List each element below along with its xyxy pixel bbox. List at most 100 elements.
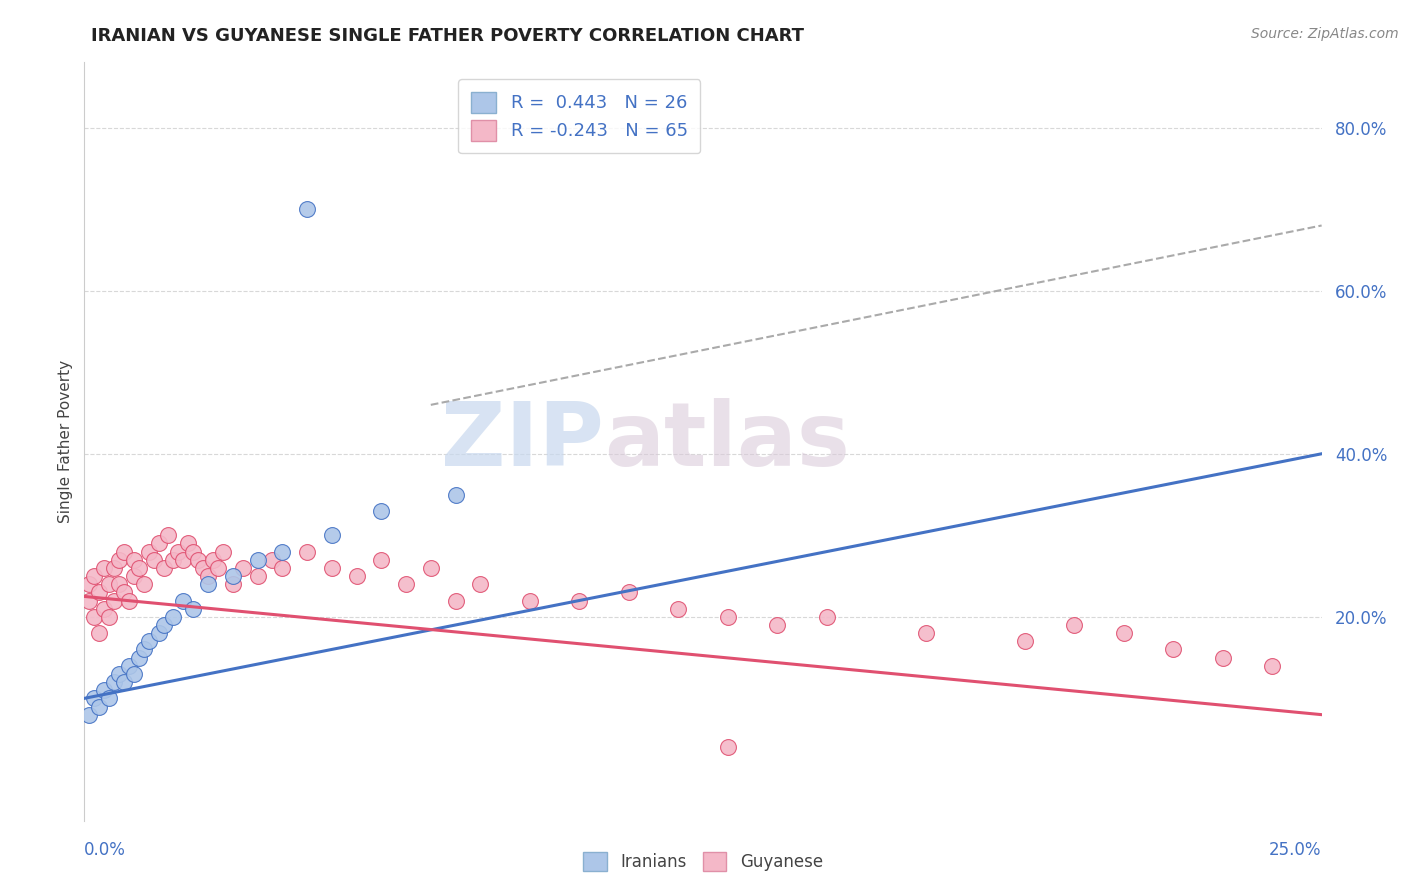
Point bbox=[321, 561, 343, 575]
Point bbox=[162, 610, 184, 624]
Point bbox=[112, 585, 135, 599]
Point bbox=[128, 561, 150, 575]
Point bbox=[295, 544, 318, 558]
Point bbox=[246, 553, 269, 567]
Point bbox=[568, 593, 591, 607]
Point bbox=[1212, 650, 1234, 665]
Point bbox=[191, 561, 214, 575]
Text: 0.0%: 0.0% bbox=[84, 841, 127, 859]
Point bbox=[148, 626, 170, 640]
Point bbox=[271, 561, 294, 575]
Point bbox=[321, 528, 343, 542]
Point bbox=[79, 707, 101, 722]
Point bbox=[1261, 658, 1284, 673]
Point bbox=[187, 553, 209, 567]
Point bbox=[83, 691, 105, 706]
Point bbox=[122, 553, 145, 567]
Point bbox=[157, 528, 180, 542]
Point bbox=[112, 544, 135, 558]
Point bbox=[207, 561, 229, 575]
Point bbox=[108, 666, 131, 681]
Point bbox=[172, 553, 194, 567]
Point bbox=[346, 569, 368, 583]
Point bbox=[395, 577, 418, 591]
Point bbox=[419, 561, 441, 575]
Point bbox=[93, 561, 115, 575]
Point bbox=[138, 544, 160, 558]
Point bbox=[181, 601, 204, 615]
Point bbox=[103, 561, 125, 575]
Point bbox=[815, 610, 838, 624]
Point bbox=[177, 536, 200, 550]
Point bbox=[172, 593, 194, 607]
Point bbox=[103, 593, 125, 607]
Point bbox=[232, 561, 254, 575]
Point bbox=[93, 683, 115, 698]
Point bbox=[197, 569, 219, 583]
Point bbox=[162, 553, 184, 567]
Point bbox=[152, 618, 174, 632]
Point bbox=[444, 487, 467, 501]
Text: atlas: atlas bbox=[605, 398, 849, 485]
Legend: R =  0.443   N = 26, R = -0.243   N = 65: R = 0.443 N = 26, R = -0.243 N = 65 bbox=[458, 79, 700, 153]
Point bbox=[617, 585, 640, 599]
Point bbox=[79, 577, 101, 591]
Point bbox=[167, 544, 190, 558]
Point bbox=[1161, 642, 1184, 657]
Point bbox=[98, 610, 121, 624]
Point bbox=[212, 544, 235, 558]
Point bbox=[519, 593, 541, 607]
Y-axis label: Single Father Poverty: Single Father Poverty bbox=[58, 360, 73, 523]
Point bbox=[444, 593, 467, 607]
Point bbox=[766, 618, 789, 632]
Point bbox=[89, 699, 111, 714]
Point bbox=[132, 577, 155, 591]
Point bbox=[122, 569, 145, 583]
Point bbox=[79, 593, 101, 607]
Point bbox=[142, 553, 165, 567]
Point bbox=[118, 593, 141, 607]
Point bbox=[666, 601, 689, 615]
Point bbox=[152, 561, 174, 575]
Point bbox=[148, 536, 170, 550]
Point bbox=[108, 553, 131, 567]
Point bbox=[246, 569, 269, 583]
Point bbox=[717, 610, 740, 624]
Point bbox=[98, 577, 121, 591]
Point bbox=[1014, 634, 1036, 648]
Text: 25.0%: 25.0% bbox=[1270, 841, 1322, 859]
Point bbox=[717, 740, 740, 755]
Point bbox=[132, 642, 155, 657]
Point bbox=[128, 650, 150, 665]
Text: IRANIAN VS GUYANESE SINGLE FATHER POVERTY CORRELATION CHART: IRANIAN VS GUYANESE SINGLE FATHER POVERT… bbox=[91, 27, 804, 45]
Point bbox=[122, 666, 145, 681]
Point bbox=[197, 577, 219, 591]
Point bbox=[262, 553, 284, 567]
Point bbox=[914, 626, 936, 640]
Point bbox=[98, 691, 121, 706]
Point bbox=[89, 585, 111, 599]
Point bbox=[112, 675, 135, 690]
Point bbox=[202, 553, 225, 567]
Point bbox=[271, 544, 294, 558]
Point bbox=[370, 553, 392, 567]
Point bbox=[93, 601, 115, 615]
Point bbox=[89, 626, 111, 640]
Point bbox=[295, 202, 318, 217]
Point bbox=[138, 634, 160, 648]
Point bbox=[108, 577, 131, 591]
Point bbox=[83, 610, 105, 624]
Point bbox=[118, 658, 141, 673]
Point bbox=[370, 504, 392, 518]
Text: Source: ZipAtlas.com: Source: ZipAtlas.com bbox=[1251, 27, 1399, 41]
Point bbox=[83, 569, 105, 583]
Point bbox=[181, 544, 204, 558]
Point bbox=[1063, 618, 1085, 632]
Text: ZIP: ZIP bbox=[441, 398, 605, 485]
Point bbox=[222, 577, 245, 591]
Point bbox=[1112, 626, 1135, 640]
Legend: Iranians, Guyanese: Iranians, Guyanese bbox=[575, 843, 831, 880]
Point bbox=[470, 577, 492, 591]
Point bbox=[103, 675, 125, 690]
Point bbox=[222, 569, 245, 583]
